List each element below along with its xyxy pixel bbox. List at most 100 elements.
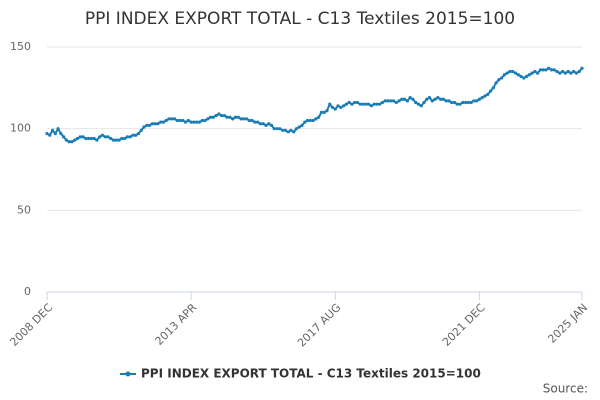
- point: [563, 71, 567, 75]
- point: [366, 102, 371, 106]
- point: [286, 130, 290, 134]
- point: [267, 122, 271, 126]
- point: [70, 140, 74, 144]
- point: [111, 138, 116, 142]
- point: [297, 125, 301, 129]
- point: [131, 133, 135, 137]
- point: [322, 110, 326, 114]
- point: [161, 120, 166, 124]
- point: [258, 122, 263, 126]
- point: [256, 120, 260, 124]
- point: [175, 118, 179, 123]
- x-tick-label: 2013 APR: [153, 301, 200, 348]
- x-tick-label: 2025 JAN: [545, 301, 590, 346]
- point: [347, 100, 351, 105]
- point: [142, 125, 146, 129]
- point: [314, 117, 318, 121]
- point: [411, 97, 415, 101]
- point: [342, 104, 346, 108]
- point: [86, 136, 91, 141]
- point: [308, 118, 312, 123]
- point: [233, 115, 238, 119]
- point: [64, 138, 69, 142]
- point: [488, 89, 493, 93]
- point: [580, 66, 584, 70]
- point: [164, 118, 168, 123]
- point: [461, 100, 465, 105]
- point: [189, 120, 193, 124]
- point: [560, 69, 565, 74]
- point: [378, 102, 382, 106]
- point: [294, 127, 299, 131]
- point: [239, 117, 243, 121]
- point: [92, 136, 96, 141]
- point: [511, 69, 515, 74]
- point: [436, 96, 440, 100]
- point: [250, 118, 254, 123]
- point: [569, 71, 573, 75]
- point: [549, 68, 554, 72]
- point: [405, 99, 409, 103]
- y-tick-label: 0: [24, 285, 31, 298]
- point: [433, 97, 437, 101]
- x-tick-label: 2008 DEC: [7, 301, 55, 349]
- point: [200, 118, 204, 123]
- point: [211, 115, 215, 119]
- point: [311, 118, 315, 123]
- point: [414, 100, 418, 105]
- point: [125, 135, 129, 139]
- point: [527, 73, 531, 77]
- point: [67, 140, 71, 144]
- point: [78, 135, 82, 139]
- point: [109, 136, 113, 141]
- point: [466, 100, 470, 105]
- point: [50, 128, 55, 132]
- point: [519, 74, 523, 78]
- point: [552, 68, 556, 72]
- point: [524, 74, 529, 78]
- point: [538, 68, 543, 72]
- point: [62, 135, 66, 139]
- point: [439, 97, 443, 101]
- point: [231, 117, 235, 121]
- point: [139, 128, 143, 132]
- point: [242, 117, 246, 121]
- point: [361, 102, 365, 106]
- point: [336, 104, 340, 108]
- point: [117, 138, 121, 142]
- point: [236, 115, 240, 119]
- point: [369, 104, 373, 108]
- point: [272, 127, 276, 131]
- point: [303, 120, 307, 124]
- point: [344, 102, 348, 106]
- point: [281, 128, 285, 132]
- point: [330, 105, 335, 110]
- point: [159, 120, 163, 124]
- point: [375, 102, 379, 106]
- point: [475, 99, 479, 103]
- point: [416, 102, 421, 106]
- point: [364, 102, 368, 106]
- point: [555, 69, 559, 74]
- point: [383, 99, 387, 103]
- y-tick-label: 50: [17, 203, 31, 216]
- point: [184, 120, 188, 124]
- point: [195, 120, 199, 124]
- point: [103, 135, 107, 139]
- point: [333, 107, 337, 111]
- point: [172, 117, 177, 121]
- point: [444, 99, 448, 103]
- point: [53, 131, 57, 136]
- point: [283, 128, 287, 132]
- point: [48, 133, 52, 137]
- point: [247, 118, 251, 123]
- point: [380, 100, 385, 105]
- point: [328, 102, 332, 106]
- point: [192, 120, 196, 124]
- point: [178, 118, 182, 123]
- point: [98, 135, 102, 139]
- point: [225, 115, 229, 119]
- point: [536, 71, 540, 75]
- point: [275, 127, 279, 131]
